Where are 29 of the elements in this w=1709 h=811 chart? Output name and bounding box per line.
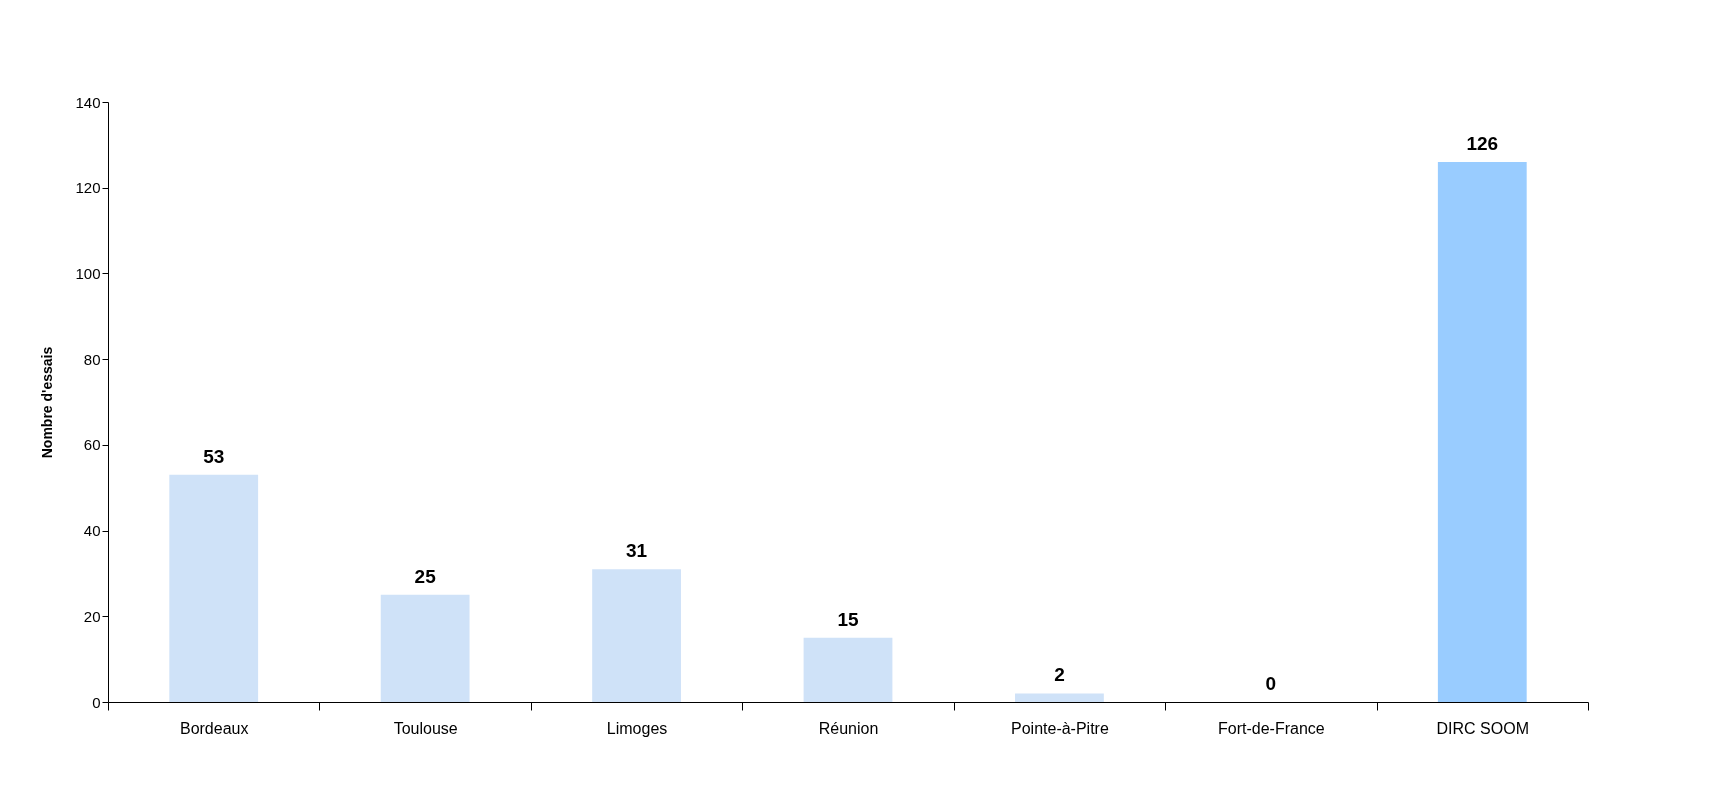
y-tick-label: 100 (75, 264, 101, 282)
bar (380, 594, 470, 702)
x-tick-label: Toulouse (393, 719, 458, 737)
bar (1015, 693, 1104, 702)
y-tick-label: 140 (75, 93, 101, 111)
y-axis-title: Nombre d'essais (39, 346, 56, 459)
x-tick-label: Fort-de-France (1218, 719, 1325, 737)
y-tick-label: 20 (83, 607, 101, 625)
bar (1437, 162, 1527, 702)
data-label: 2 (1054, 664, 1065, 686)
x-tick-label: Pointe-à-Pitre (1011, 719, 1109, 737)
y-tick-label: 120 (75, 179, 101, 197)
y-tick-label: 60 (83, 436, 101, 454)
bar (169, 474, 259, 702)
data-label: 15 (837, 608, 859, 630)
bar (592, 569, 681, 702)
y-tick-label: 0 (92, 693, 101, 711)
x-tick-label: Limoges (606, 719, 668, 737)
x-tick-label: Bordeaux (179, 719, 249, 737)
y-tick-label: 40 (83, 522, 101, 540)
x-tick-label: Réunion (818, 719, 879, 737)
data-label: 53 (203, 445, 225, 467)
data-label: 31 (626, 540, 648, 562)
data-label: 0 (1265, 673, 1277, 694)
data-label: 25 (414, 565, 437, 587)
x-tick-label: DIRC SOOM (1436, 719, 1530, 737)
bar (803, 637, 893, 702)
data-label: 126 (1466, 133, 1499, 154)
y-tick-label: 80 (83, 350, 101, 368)
